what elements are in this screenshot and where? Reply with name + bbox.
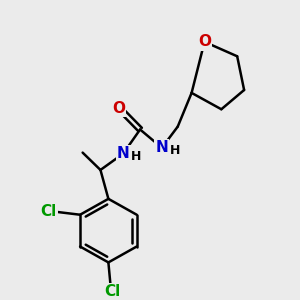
Text: Cl: Cl bbox=[104, 284, 121, 299]
Text: Cl: Cl bbox=[40, 204, 56, 219]
Text: H: H bbox=[169, 144, 180, 157]
Text: H: H bbox=[131, 150, 141, 163]
Text: O: O bbox=[112, 101, 125, 116]
Text: N: N bbox=[117, 146, 130, 161]
Text: O: O bbox=[198, 34, 211, 49]
Text: N: N bbox=[155, 140, 168, 155]
